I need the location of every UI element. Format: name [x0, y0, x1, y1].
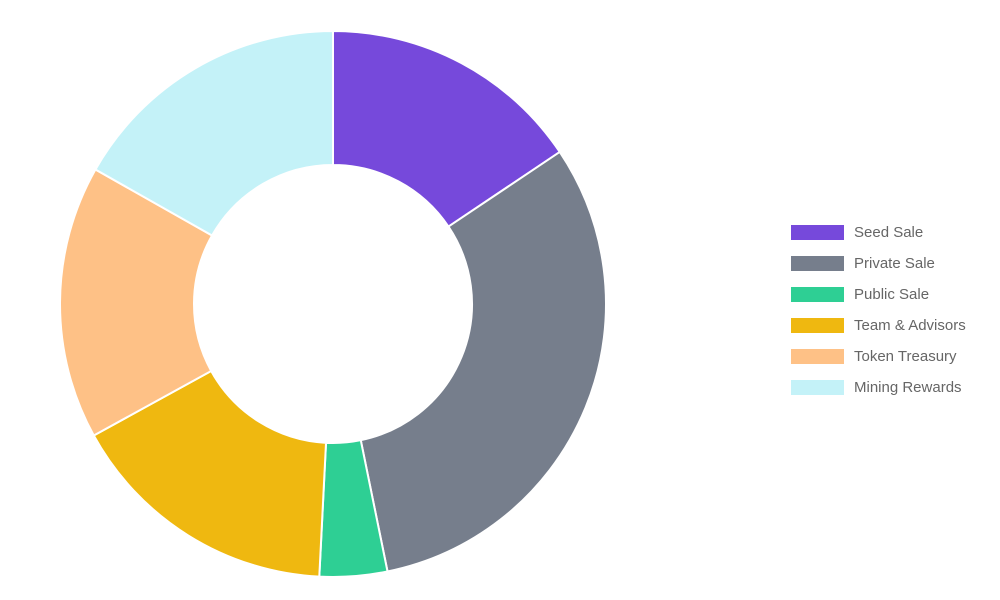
- legend-swatch: [791, 256, 844, 271]
- legend-item-team-advisors[interactable]: Team & Advisors: [791, 310, 966, 341]
- slice-seed-sale[interactable]: [332, 29, 562, 228]
- legend-label: Mining Rewards: [854, 379, 962, 396]
- legend-swatch: [791, 349, 844, 364]
- legend-item-public-sale[interactable]: Public Sale: [791, 279, 966, 310]
- legend-label: Team & Advisors: [854, 317, 966, 334]
- chart-legend: Seed Sale Private Sale Public Sale Team & A…: [791, 217, 966, 403]
- legend-swatch: [791, 380, 844, 395]
- legend-label: Public Sale: [854, 286, 930, 303]
- slice-mining-rewards[interactable]: [94, 29, 334, 237]
- legend-swatch: [791, 225, 844, 240]
- legend-item-private-sale[interactable]: Private Sale: [791, 248, 966, 279]
- legend-swatch: [791, 287, 844, 302]
- legend-label: Private Sale: [854, 255, 935, 272]
- legend-item-seed-sale[interactable]: Seed Sale: [791, 217, 966, 248]
- legend-label: Token Treasury: [854, 348, 957, 365]
- slice-private-sale[interactable]: [359, 150, 607, 573]
- legend-item-token-treasury[interactable]: Token Treasury: [791, 341, 966, 372]
- slice-token-treasury[interactable]: [59, 168, 214, 437]
- legend-swatch: [791, 318, 844, 333]
- slice-team-advisors[interactable]: [92, 369, 328, 578]
- legend-label: Seed Sale: [854, 224, 924, 241]
- legend-item-mining-rewards[interactable]: Mining Rewards: [791, 372, 966, 403]
